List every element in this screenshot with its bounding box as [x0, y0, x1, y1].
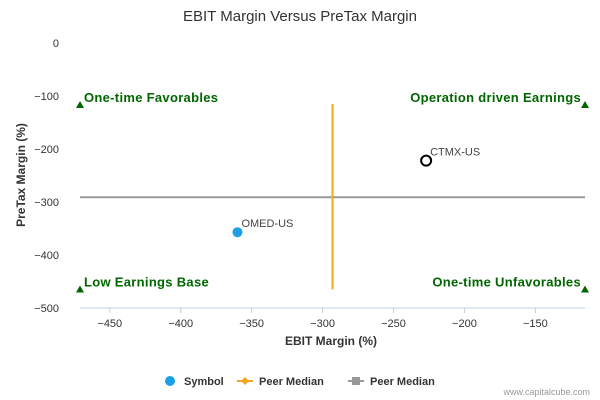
- quadrant-label: One-time Unfavorables: [432, 274, 581, 289]
- quadrant-marker: [76, 285, 84, 293]
- x-tick-label: −400: [168, 318, 193, 330]
- quadrant-marker: [581, 101, 589, 109]
- legend-marker: [165, 376, 175, 386]
- y-tick-label: −200: [34, 144, 59, 156]
- quadrant-label: Low Earnings Base: [84, 274, 209, 289]
- x-tick-label: −200: [452, 318, 477, 330]
- x-tick-label: −300: [310, 318, 335, 330]
- y-tick-label: −100: [34, 91, 59, 103]
- legend-label: Symbol: [184, 376, 224, 388]
- quadrant-label: Operation driven Earnings: [410, 90, 581, 105]
- point-label: CTMX-US: [430, 147, 480, 159]
- x-tick-label: −150: [523, 318, 548, 330]
- y-tick-label: −500: [34, 303, 59, 315]
- scatter-point: [420, 154, 433, 167]
- y-axis-label: PreTax Margin (%): [14, 123, 28, 227]
- chart-title: EBIT Margin Versus PreTax Margin: [183, 8, 417, 25]
- x-tick-label: −250: [381, 318, 406, 330]
- legend-marker: [241, 377, 249, 385]
- point-label: OMED-US: [241, 218, 293, 230]
- quadrant-label: One-time Favorables: [84, 90, 218, 105]
- y-tick-label: −400: [34, 250, 59, 262]
- legend-marker: [352, 377, 360, 385]
- quadrant-marker: [581, 285, 589, 293]
- legend: Symbol Peer Median Peer Median: [165, 376, 435, 388]
- x-tick-label: −450: [97, 318, 122, 330]
- y-tick-label: 0: [53, 38, 59, 50]
- x-axis-label: EBIT Margin (%): [285, 334, 377, 348]
- quadrant-marker: [76, 101, 84, 109]
- plot-area: −450 −400 −350 −300 −250 −200 −150 0 −100 −200 −30…: [34, 38, 589, 330]
- legend-label: Peer Median: [370, 376, 435, 388]
- x-tick-label: −350: [239, 318, 264, 330]
- scatter-point: [232, 227, 243, 238]
- credit-text: www.capitalcube.com: [502, 387, 590, 397]
- y-tick-label: −300: [34, 197, 59, 209]
- legend-label: Peer Median: [259, 376, 324, 388]
